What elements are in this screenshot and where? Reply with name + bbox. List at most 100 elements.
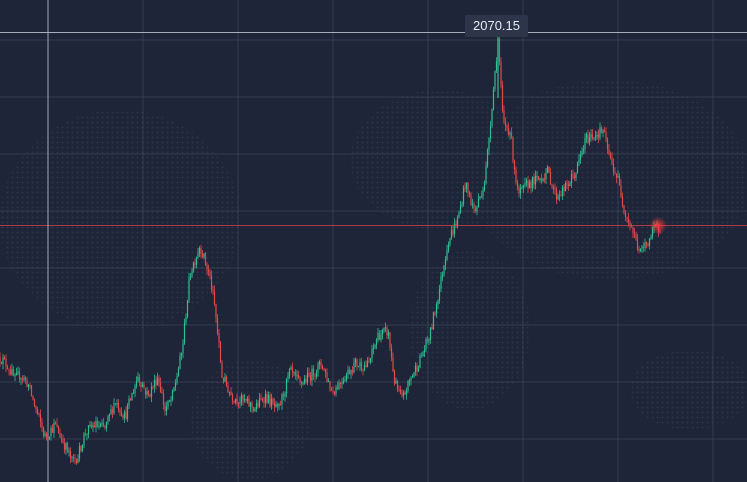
candle-body: [429, 327, 432, 340]
candle-body: [314, 376, 316, 378]
candle-body: [485, 166, 487, 184]
candle-body: [212, 289, 214, 292]
candle-body: [408, 380, 411, 382]
candle-body: [209, 271, 211, 276]
candle-body: [572, 174, 574, 176]
candle-body: [131, 393, 133, 401]
candle-body: [476, 206, 478, 212]
candle-body: [468, 192, 471, 195]
candle-body: [617, 175, 619, 178]
candle-body: [374, 344, 376, 348]
candle-body: [432, 312, 435, 329]
candle-body: [513, 160, 516, 170]
candle-body: [456, 217, 459, 227]
candle-body: [57, 425, 60, 433]
candle-body: [32, 395, 34, 400]
candle-body: [269, 395, 271, 407]
candle-body: [569, 183, 571, 186]
candle-body: [564, 183, 567, 192]
candle-body: [443, 265, 445, 276]
candle-body: [351, 370, 354, 373]
candle-body: [71, 456, 73, 458]
candle-body: [117, 403, 120, 410]
candle-body: [530, 181, 532, 189]
candle-body: [639, 248, 642, 251]
candle-body: [39, 414, 42, 422]
candle-body: [593, 137, 595, 139]
candle-body: [411, 376, 414, 378]
candle-body: [240, 395, 243, 402]
candle-body: [350, 370, 352, 375]
candle-body: [188, 277, 190, 301]
candle-body: [566, 183, 568, 185]
candle-body: [140, 382, 142, 387]
candle-body: [302, 383, 304, 385]
candle-body: [150, 386, 153, 397]
candle-body: [0, 361, 3, 365]
candle-body: [419, 355, 421, 368]
candle-body: [393, 370, 396, 384]
candle-body: [531, 176, 534, 189]
candle-body: [501, 84, 504, 111]
candle-body: [336, 386, 339, 390]
candle-body: [575, 172, 577, 178]
candle-body: [108, 413, 111, 416]
candle-body: [242, 395, 244, 400]
candle-body: [83, 433, 85, 446]
world-map-background: [0, 80, 747, 480]
candle-body: [453, 223, 456, 235]
candle-body: [558, 195, 561, 197]
candle-body: [329, 381, 331, 390]
candle-body: [311, 368, 313, 381]
candle-body: [213, 291, 216, 305]
candle-body: [147, 390, 150, 395]
candle-body: [426, 339, 429, 342]
candle-body: [144, 388, 147, 395]
candle-body: [384, 327, 387, 329]
candle-body: [173, 387, 175, 391]
candle-body: [248, 398, 250, 407]
candle-body: [645, 242, 648, 245]
candle-body: [33, 399, 36, 406]
candle-body: [38, 413, 40, 415]
candle-body: [627, 218, 630, 223]
candle-body: [87, 425, 90, 434]
candle-body: [483, 183, 486, 190]
candle-body: [377, 332, 379, 341]
candle-body: [342, 380, 345, 384]
candle-body: [341, 383, 343, 385]
candle-body: [72, 456, 75, 459]
candle-body: [494, 70, 496, 89]
candle-body: [281, 394, 283, 405]
candle-body: [333, 392, 336, 394]
candle-body: [507, 128, 510, 135]
candle-body: [650, 236, 652, 239]
candle-body: [275, 404, 277, 407]
candle-body: [629, 222, 631, 227]
candle-body: [546, 166, 549, 173]
candle-body: [168, 400, 171, 402]
candle-body: [536, 176, 538, 178]
candle-body: [395, 380, 397, 384]
price-tooltip: 2070.15: [465, 15, 528, 37]
candle-body: [498, 38, 501, 63]
candle-body: [363, 365, 366, 371]
candle-body: [293, 371, 295, 373]
candle-body: [557, 196, 559, 200]
candle-body: [291, 367, 294, 373]
candle-body: [599, 127, 601, 138]
candle-body: [128, 398, 130, 406]
candle-body: [428, 339, 430, 342]
candle-body: [276, 404, 279, 407]
candle-body: [290, 367, 292, 370]
candle-body: [347, 369, 349, 375]
candle-body: [521, 187, 523, 189]
candle-body: [12, 369, 15, 376]
candle-body: [555, 189, 558, 200]
candle-body: [539, 178, 541, 180]
candle-body: [51, 428, 54, 433]
candle-body: [591, 134, 594, 139]
candle-body: [224, 376, 226, 382]
